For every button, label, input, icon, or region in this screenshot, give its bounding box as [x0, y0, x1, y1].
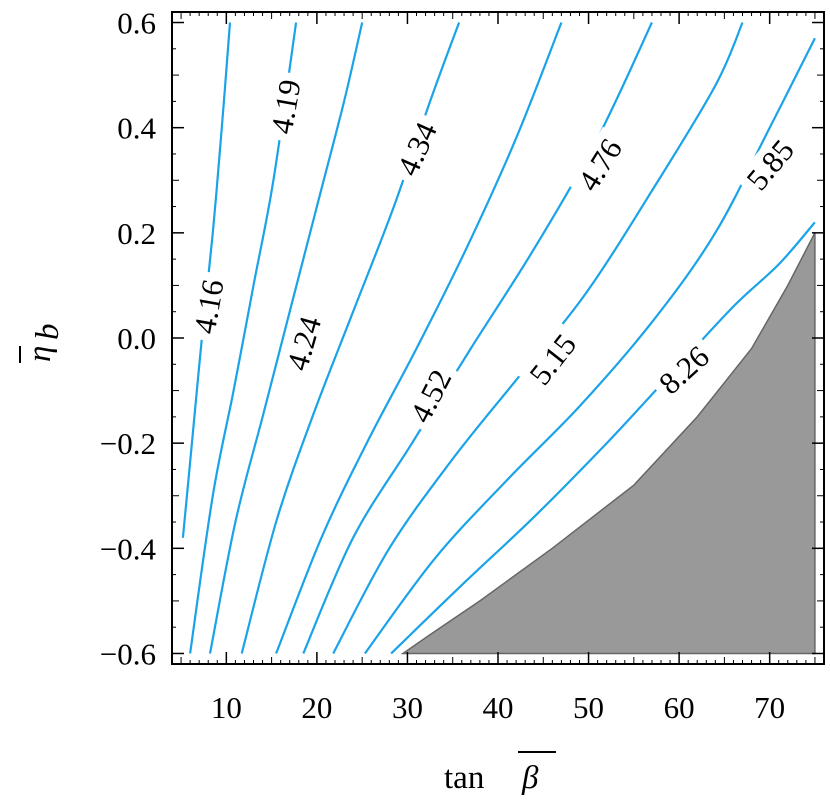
contour-label-text: 4.16: [187, 277, 231, 337]
contour-line-4.19: [189, 22, 298, 654]
x-tick-label: 10: [211, 690, 242, 725]
y-tick-label: 0.4: [117, 111, 156, 146]
x-tick-label: 50: [573, 690, 604, 725]
y-tick-label: −0.2: [100, 426, 156, 461]
contour-line-5.85: [364, 37, 816, 655]
y-tick-label: −0.6: [100, 636, 156, 671]
contour-label-bg: [185, 270, 229, 343]
contour-label-bg: [646, 334, 719, 404]
contour-label-5.85: 5.85: [734, 127, 804, 201]
contour-labels: 4.16 4.19 4.24 4.34 4.52 4.76 5.15 5.85 8.26: [185, 70, 804, 433]
contour-label-bg: [517, 321, 586, 396]
contour-line-8.26: [390, 221, 816, 655]
excluded-region: [400, 232, 816, 655]
excluded-region-shape: [400, 232, 816, 655]
y-tick-label: −0.4: [100, 531, 157, 566]
x-tick-label: 30: [392, 690, 423, 725]
x-tick-label: 60: [664, 690, 695, 725]
y-tick-label: 0.0: [117, 321, 156, 356]
contour-line-4.34: [240, 22, 461, 654]
contour-label-5.15: 5.15: [517, 321, 586, 396]
x-axis-ticks: 10 20 30 40 50 60 70: [180, 12, 816, 725]
contour-line-4.52: [275, 22, 563, 654]
contour-label-4.52: 4.52: [399, 357, 459, 433]
x-tick-label: 40: [483, 690, 514, 725]
contour-label-bg: [262, 70, 306, 143]
contour-label-4.76: 4.76: [566, 126, 631, 202]
x-tick-label: 70: [754, 690, 785, 725]
contour-label-text: 4.19: [264, 77, 308, 137]
contour-label-bg: [734, 127, 804, 201]
contour-label-8.26: 8.26: [646, 334, 719, 404]
contour-label-bg: [566, 126, 631, 202]
contour-label-4.16: 4.16: [185, 270, 231, 343]
contour-label-4.19: 4.19: [262, 70, 308, 143]
x-axis-label: tan β: [444, 751, 556, 796]
x-axis-label-beta: β: [521, 760, 539, 796]
x-axis-label-tan: tan: [444, 760, 484, 796]
contour-line-4.24: [208, 22, 364, 654]
y-axis-ticks: 0.6 0.4 0.2 0.0 −0.2 −0.4 −0.6: [100, 6, 824, 671]
contour-label-4.24: 4.24: [277, 305, 328, 381]
y-axis-label-subscript: b: [30, 324, 66, 341]
y-axis-label-eta: η: [22, 346, 58, 362]
contour-label-4.34: 4.34: [387, 110, 445, 186]
contour-label-bg: [277, 305, 328, 381]
y-axis-label: η b: [19, 324, 66, 363]
y-tick-label: 0.6: [117, 6, 156, 41]
y-tick-label: 0.2: [117, 216, 156, 251]
contour-label-bg: [387, 110, 445, 186]
contour-label-bg: [399, 357, 459, 433]
x-tick-label: 20: [301, 690, 332, 725]
contour-lines: [181, 22, 816, 655]
